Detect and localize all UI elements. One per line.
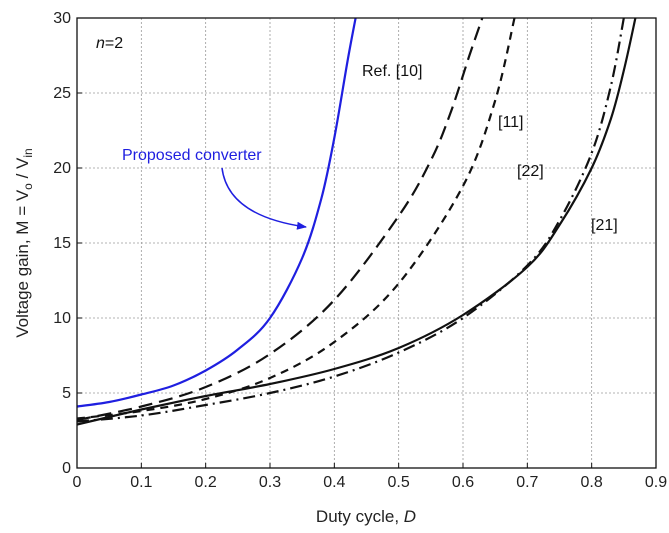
ticks	[76, 17, 657, 469]
series-line-3	[77, 18, 625, 423]
label-ref-22: [22]	[517, 163, 544, 180]
label-proposed-converter: Proposed converter	[122, 147, 262, 164]
x-tick-label: 0.2	[195, 474, 217, 491]
label-ref-21: [21]	[591, 217, 618, 234]
x-tick-label: 0.4	[323, 474, 345, 491]
x-tick-label: 0	[73, 474, 82, 491]
y-tick-label: 30	[53, 10, 71, 27]
x-tick-label: 0.5	[388, 474, 410, 491]
series-line-1	[77, 18, 484, 422]
y-tick-label: 5	[62, 385, 71, 402]
tick-labels: 0 0.1 0.2 0.3 0.4 0.5 0.6 0.7 0.8 0.9 0 5 10 15 20 25 30	[53, 10, 667, 491]
n-annotation: n=2	[96, 35, 123, 52]
label-ref-11: [11]	[498, 114, 524, 131]
label-ref-10: Ref. [10]	[362, 63, 422, 80]
series-line-4	[77, 18, 637, 426]
y-tick-label: 0	[62, 460, 71, 477]
series-line-0	[77, 18, 357, 408]
x-tick-label: 0.9	[645, 474, 667, 491]
series-line-2	[77, 18, 516, 420]
y-tick-label: 20	[53, 160, 71, 177]
x-tick-label: 0.3	[259, 474, 281, 491]
grid	[77, 18, 656, 468]
x-tick-label: 0.7	[516, 474, 538, 491]
y-tick-label: 25	[53, 85, 71, 102]
x-axis-title: Duty cycle, D	[316, 507, 416, 526]
x-tick-label: 0.1	[130, 474, 152, 491]
x-tick-label: 0.6	[452, 474, 474, 491]
y-tick-label: 15	[53, 235, 71, 252]
y-tick-label: 10	[53, 310, 71, 327]
series-layer	[77, 18, 637, 426]
x-tick-label: 0.8	[581, 474, 603, 491]
proposed-arrow	[221, 167, 307, 230]
y-axis-title: Voltage gain, M = Vo / Vin	[13, 148, 35, 337]
